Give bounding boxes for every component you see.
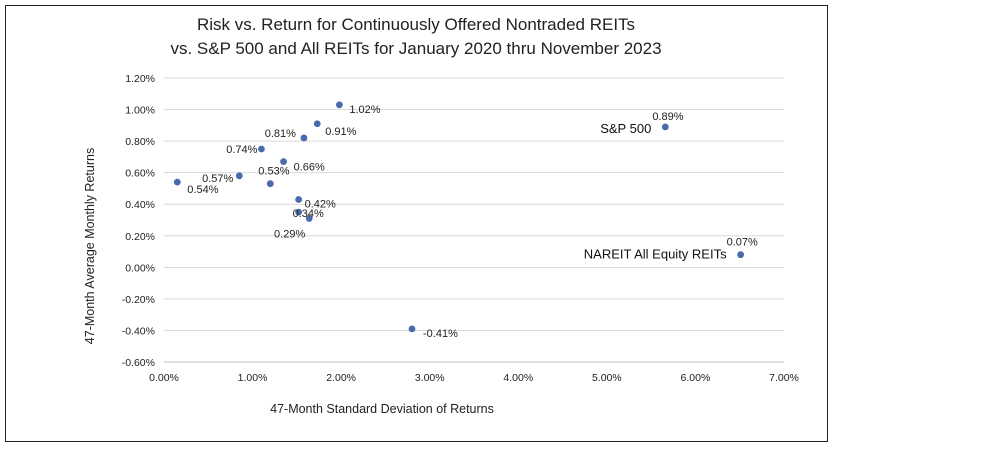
x-tick-label: 6.00% — [681, 372, 711, 384]
x-tick-label: 2.00% — [326, 372, 356, 384]
chart-title-line-2: vs. S&P 500 and All REITs for January 20… — [170, 39, 661, 58]
scatter-point — [300, 134, 308, 142]
data-label: 0.42% — [305, 198, 336, 210]
scatter-point — [266, 180, 274, 188]
x-tick-label: 3.00% — [415, 372, 445, 384]
grid-lines — [164, 77, 784, 363]
scatter-point — [335, 101, 343, 109]
data-label: -0.41% — [423, 328, 458, 340]
data-labels: 0.54%0.57% 0.74%0.53% 0.81% 0.66% 0.91% 1.02%… — [187, 104, 758, 340]
y-tick-label: 0.60% — [125, 168, 155, 180]
scatter-point — [408, 325, 416, 333]
data-label: 0.74% — [226, 144, 257, 156]
scatter-point — [295, 196, 303, 203]
data-label: 0.91% — [325, 126, 356, 138]
scatter-point — [737, 251, 744, 259]
data-label: 0.29% — [274, 228, 305, 240]
x-tick-labels: 0.00% 1.00% 2.00% 3.00% 4.00% 5.00% 6.00% 7.00% — [149, 372, 799, 384]
y-tick-label: -0.40% — [122, 325, 155, 337]
data-points — [173, 101, 744, 333]
x-tick-label: 1.00% — [238, 372, 268, 384]
scatter-point — [305, 215, 313, 222]
data-label: 0.57% — [202, 173, 233, 185]
y-tick-labels: 1.20% 1.00% 0.80% 0.60% 0.40% 0.20% 0.00% -0.20… — [122, 73, 155, 369]
y-tick-label: 0.00% — [125, 262, 155, 274]
scatter-point — [258, 145, 265, 153]
x-axis-label: 47-Month Standard Deviation of Returns — [270, 402, 494, 416]
y-tick-label: 1.00% — [125, 105, 155, 117]
data-label: 0.66% — [294, 162, 325, 174]
scatter-point — [173, 178, 181, 186]
point-annotation: NAREIT All Equity REITs — [584, 247, 727, 262]
scatter-point — [661, 123, 669, 131]
y-tick-label: 0.20% — [125, 231, 155, 243]
data-label: 0.34% — [293, 208, 324, 220]
scatter-point — [313, 120, 321, 128]
data-label: 0.89% — [652, 111, 683, 123]
data-label: 0.07% — [727, 237, 758, 249]
y-tick-label: -0.20% — [122, 294, 155, 306]
scatter-point — [295, 208, 303, 216]
x-tick-label: 7.00% — [769, 372, 799, 384]
x-tick-label: 5.00% — [592, 372, 622, 384]
scatter-point — [280, 158, 287, 166]
data-label: 1.02% — [349, 104, 380, 116]
x-tick-label: 4.00% — [503, 372, 533, 384]
chart-title-line-1: Risk vs. Return for Continuously Offered… — [197, 15, 635, 34]
y-axis-label: 47-Month Average Monthly Returns — [83, 148, 97, 344]
y-tick-label: -0.60% — [122, 357, 155, 369]
y-tick-label: 1.20% — [125, 73, 155, 85]
y-tick-label: 0.80% — [125, 136, 155, 148]
point-annotation: S&P 500 — [600, 121, 651, 136]
data-label: 0.53% — [258, 166, 289, 178]
y-tick-label: 0.40% — [125, 199, 155, 211]
data-label: 0.54% — [187, 184, 218, 196]
scatter-point — [235, 172, 243, 180]
data-label: 0.81% — [265, 128, 296, 140]
x-tick-label: 0.00% — [149, 372, 179, 384]
